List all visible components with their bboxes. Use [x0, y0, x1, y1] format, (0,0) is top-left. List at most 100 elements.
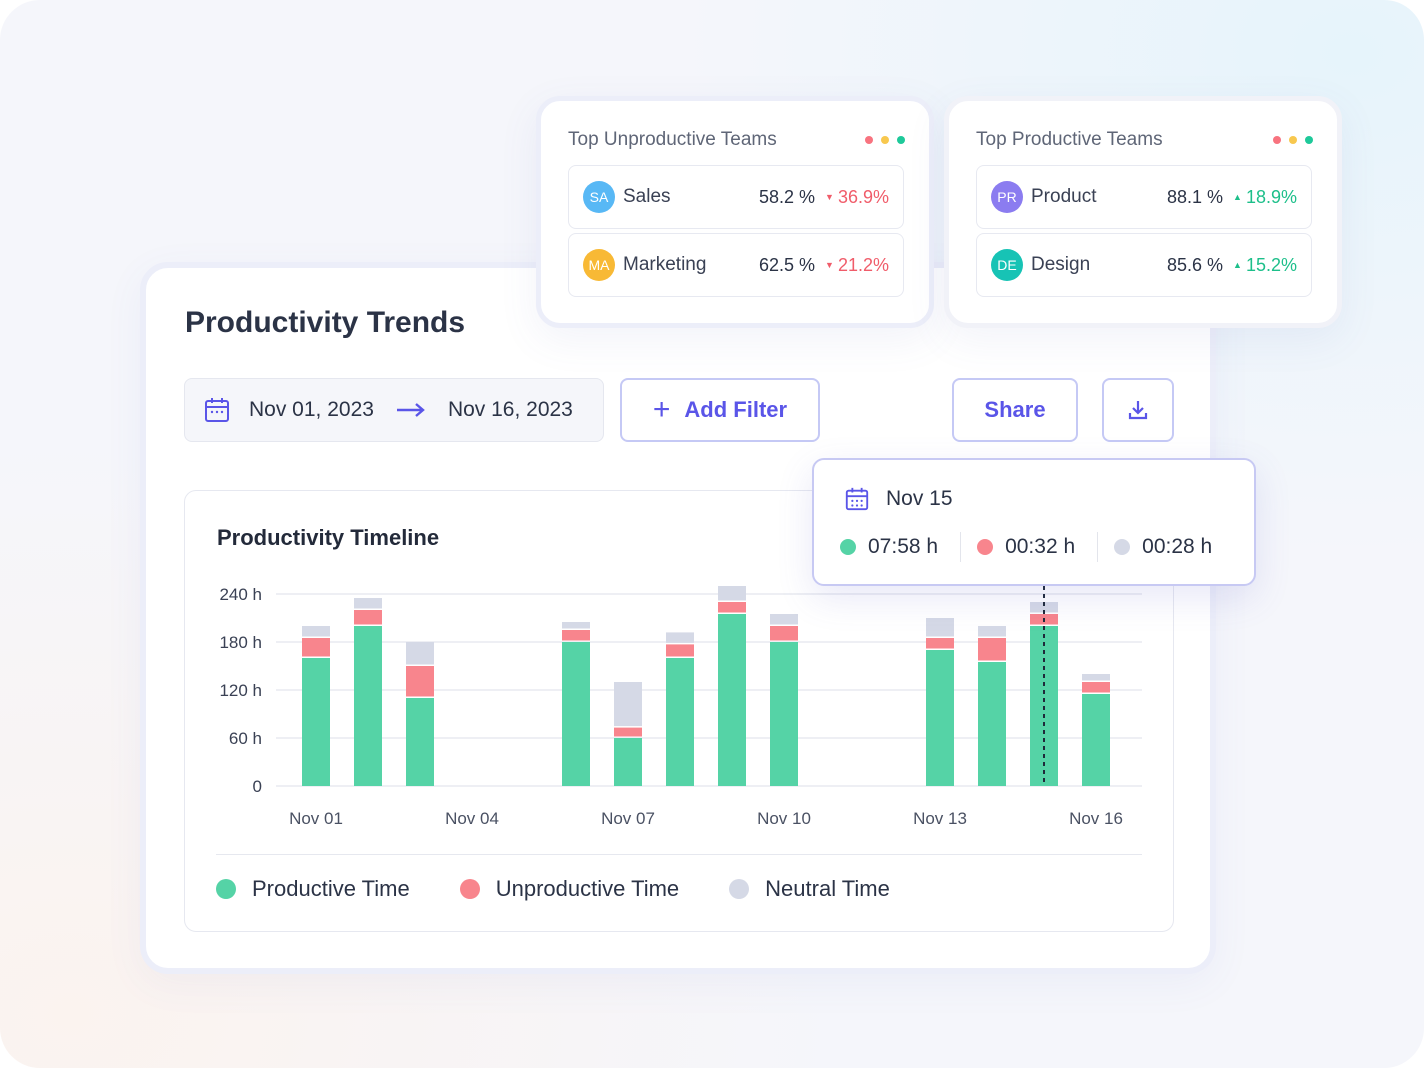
bar-unproductive[interactable]	[614, 727, 642, 737]
bar-neutral[interactable]	[614, 682, 642, 727]
unproductive-dot	[977, 539, 994, 555]
download-icon	[1128, 401, 1148, 420]
bar-unproductive[interactable]	[354, 610, 382, 625]
x-tick-label: Nov 13	[913, 809, 967, 828]
legend-label: Neutral Time	[765, 876, 890, 901]
avatar: SA	[583, 181, 615, 213]
bar-productive[interactable]	[770, 642, 798, 786]
team-row-product[interactable]: PR Product 88.1 % ▲ 18.9%	[976, 165, 1312, 229]
team-change: ▲ 15.2%	[1233, 255, 1297, 276]
more-options-icon[interactable]	[857, 136, 905, 144]
legend-neutral[interactable]: Neutral Time	[729, 876, 890, 902]
calendar-icon	[205, 398, 229, 422]
bar-neutral[interactable]	[1082, 674, 1110, 681]
x-tick-label: Nov 04	[445, 809, 499, 828]
x-tick-label: Nov 10	[757, 809, 811, 828]
bar-productive[interactable]	[354, 626, 382, 786]
bar-neutral[interactable]	[562, 622, 590, 629]
bar-unproductive[interactable]	[406, 666, 434, 697]
legend-productive[interactable]: Productive Time	[216, 876, 410, 902]
bar-unproductive[interactable]	[666, 644, 694, 657]
team-change: ▲ 18.9%	[1233, 187, 1297, 208]
productive-dot	[216, 879, 236, 899]
change-value: 21.2%	[837, 254, 889, 275]
team-percent: 58.2 %	[758, 186, 816, 207]
bar-neutral[interactable]	[1030, 602, 1058, 613]
tooltip-productive-value: 07:58 h	[868, 535, 939, 558]
bar-unproductive[interactable]	[770, 626, 798, 641]
bar-productive[interactable]	[926, 650, 954, 786]
bar-unproductive[interactable]	[1082, 682, 1110, 693]
tooltip-productive: 07:58 h	[840, 535, 938, 559]
bar-productive[interactable]	[562, 642, 590, 786]
team-row-design[interactable]: DE Design 85.6 % ▲ 15.2%	[976, 233, 1312, 297]
bar-neutral[interactable]	[926, 618, 954, 637]
team-change: ▼ 36.9%	[825, 187, 889, 208]
share-button[interactable]: Share	[952, 378, 1078, 442]
chart-legend: Productive Time Unproductive Time Neutra…	[216, 876, 940, 902]
change-value: 36.9%	[837, 186, 889, 207]
unproductive-dot	[459, 879, 480, 899]
end-date: Nov 16, 2023	[447, 398, 573, 421]
bar-productive[interactable]	[978, 662, 1006, 786]
productivity-timeline-chart[interactable]: 0 60 h 120 h 180 h 240 h Nov 01 Nov 04 Nov 07 No…	[184, 570, 1174, 840]
bar-neutral[interactable]	[666, 632, 694, 643]
x-tick-label: Nov 01	[289, 809, 343, 828]
trend-up-icon: ▲	[1233, 192, 1242, 202]
x-tick-label: Nov 07	[601, 809, 655, 828]
team-name: Product	[1031, 186, 1097, 207]
more-options-icon[interactable]	[1265, 136, 1313, 144]
avatar: DE	[991, 249, 1023, 281]
neutral-dot	[1114, 539, 1131, 555]
avatar: MA	[583, 249, 615, 281]
team-row-sales[interactable]: SA Sales 58.2 % ▼ 36.9%	[568, 165, 904, 229]
team-percent: 85.6 %	[1166, 254, 1224, 275]
tooltip-neutral: 00:28 h	[1114, 535, 1212, 559]
download-button[interactable]	[1102, 378, 1174, 442]
bar-unproductive[interactable]	[562, 630, 590, 641]
bar-productive[interactable]	[718, 614, 746, 786]
page-title: Productivity Trends	[185, 306, 466, 339]
y-tick-label: 180 h	[219, 633, 262, 652]
bar-productive[interactable]	[666, 658, 694, 786]
legend-label: Unproductive Time	[495, 876, 680, 901]
bar-productive[interactable]	[614, 738, 642, 786]
trend-up-icon: ▲	[1233, 260, 1242, 270]
calendar-icon	[845, 487, 869, 511]
team-percent: 88.1 %	[1166, 186, 1224, 207]
productive-dot	[840, 539, 856, 555]
bar-neutral[interactable]	[718, 586, 746, 601]
bar-unproductive[interactable]	[978, 638, 1006, 661]
legend-label: Productive Time	[252, 876, 410, 901]
y-tick-label: 120 h	[219, 681, 262, 700]
top-productive-teams-card: Top Productive Teams PR Product 88.1 % ▲…	[944, 96, 1342, 328]
chart-title: Productivity Timeline	[217, 525, 440, 550]
bar-neutral[interactable]	[406, 642, 434, 665]
start-date: Nov 01, 2023	[249, 398, 374, 421]
x-tick-label: Nov 16	[1069, 809, 1123, 828]
bar-productive[interactable]	[406, 698, 434, 786]
card-title: Top Unproductive Teams	[568, 129, 777, 150]
legend-unproductive[interactable]: Unproductive Time	[459, 876, 680, 902]
bar-unproductive[interactable]	[718, 602, 746, 613]
tooltip-date: Nov 15	[844, 486, 953, 512]
team-name: Design	[1031, 254, 1091, 275]
add-filter-button[interactable]: + Add Filter	[620, 378, 820, 442]
tooltip-separator	[960, 532, 962, 562]
team-name: Sales	[623, 186, 671, 207]
bar-neutral[interactable]	[302, 626, 330, 637]
bar-productive[interactable]	[1082, 694, 1110, 786]
bar-neutral[interactable]	[354, 598, 382, 609]
team-change: ▼ 21.2%	[825, 255, 889, 276]
bar-neutral[interactable]	[770, 614, 798, 625]
bar-unproductive[interactable]	[302, 638, 330, 657]
bar-neutral[interactable]	[978, 626, 1006, 637]
bar-productive[interactable]	[302, 658, 330, 786]
legend-divider	[216, 854, 1142, 855]
team-percent: 62.5 %	[758, 254, 816, 275]
date-range-picker[interactable]: Nov 01, 2023 Nov 16, 2023	[184, 378, 604, 442]
team-row-marketing[interactable]: MA Marketing 62.5 % ▼ 21.2%	[568, 233, 904, 297]
bar-unproductive[interactable]	[926, 638, 954, 649]
change-value: 15.2%	[1245, 254, 1297, 275]
card-title: Top Productive Teams	[976, 129, 1163, 150]
